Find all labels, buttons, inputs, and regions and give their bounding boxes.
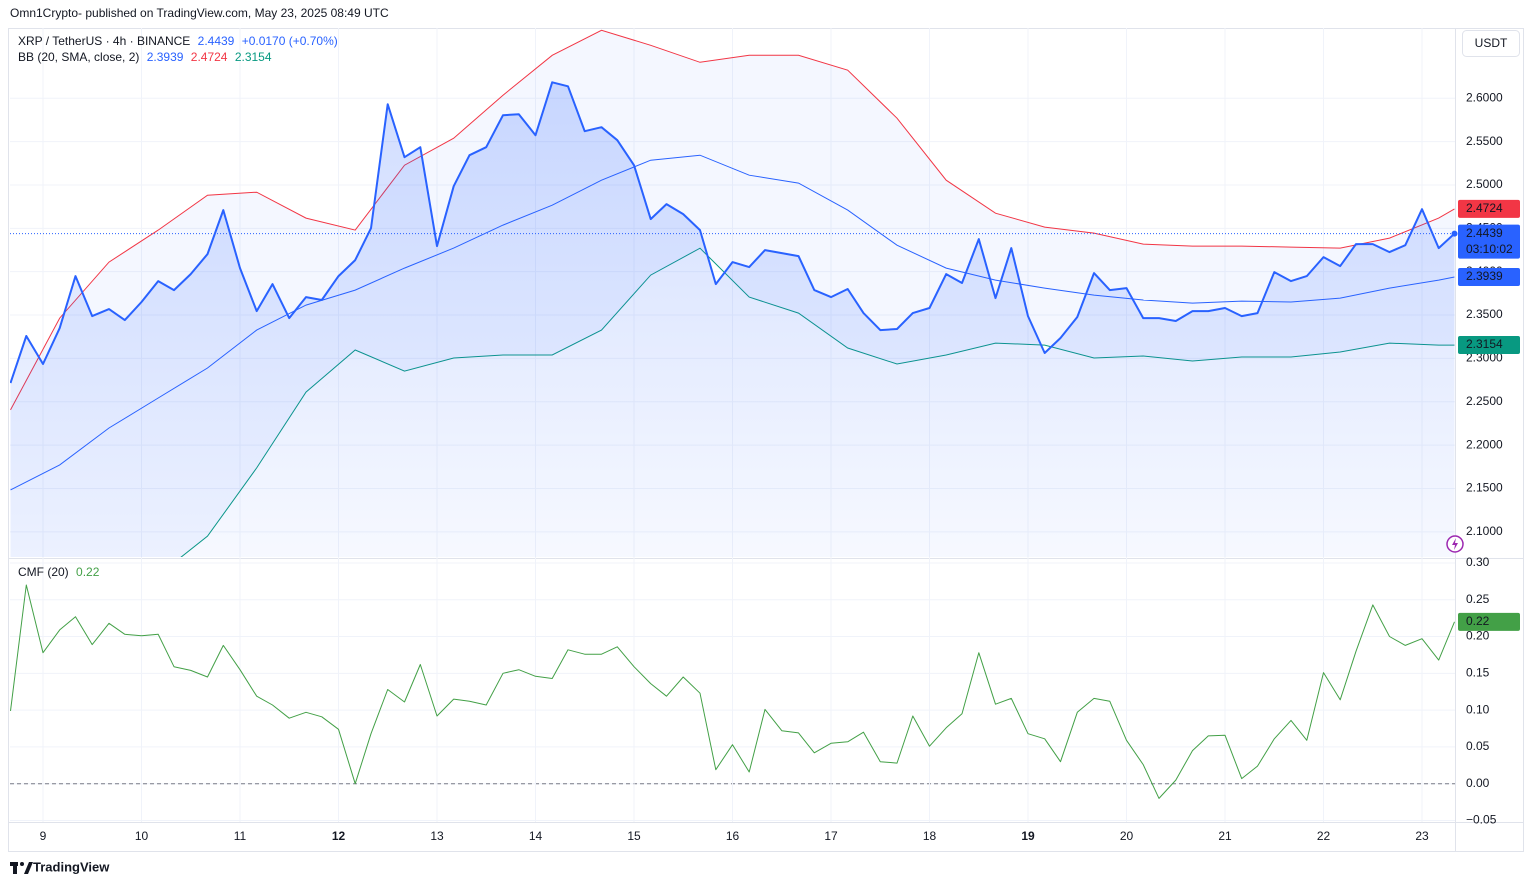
alert-bolt <box>1452 538 1458 550</box>
x-tick-label: 11 <box>234 829 247 843</box>
bb-legend: BB (20, SMA, close, 2) 2.3939 2.4724 2.3… <box>18 50 272 64</box>
y-tick-label: 0.20 <box>1466 629 1490 643</box>
x-tick-label: 13 <box>430 829 444 843</box>
bb-basis-value: 2.3939 <box>147 50 184 64</box>
x-tick-label: 10 <box>135 829 149 843</box>
x-tick-label: 16 <box>726 829 740 843</box>
published-note: Omn1Crypto- published on TradingView.com… <box>10 6 389 20</box>
price-badge-label: 0.22 <box>1466 614 1490 628</box>
cmf-value: 0.22 <box>76 565 100 579</box>
currency-label[interactable]: USDT <box>1475 36 1508 50</box>
currency-button[interactable] <box>1462 30 1520 57</box>
x-tick-label: 15 <box>627 829 641 843</box>
price-badge-label: 2.4724 <box>1466 201 1503 215</box>
x-tick-label: 17 <box>824 829 838 843</box>
band-upper-line <box>10 29 1455 411</box>
y-tick-label: 2.5500 <box>1466 134 1503 148</box>
price-badge <box>1458 224 1520 259</box>
chart-frame <box>8 28 1524 852</box>
y-tick-label: −0.05 <box>1466 813 1497 827</box>
cmf-name: CMF (20) <box>18 565 69 579</box>
last-point <box>1451 230 1458 237</box>
bb-name: BB (20, SMA, close, 2) <box>18 50 139 64</box>
price-badge <box>1458 199 1520 218</box>
series-line <box>10 81 1455 384</box>
y-tick-label: 2.2000 <box>1466 437 1503 451</box>
price-change: +0.0170 (+0.70%) <box>242 34 338 48</box>
brand-name: TradingView <box>33 859 110 874</box>
y-tick-label: 2.1000 <box>1466 524 1503 538</box>
x-tick-label: 9 <box>40 829 47 843</box>
x-tick-label: 22 <box>1317 829 1331 843</box>
x-tick-label: 19 <box>1021 829 1035 843</box>
y-tick-label: 2.6000 <box>1466 90 1503 104</box>
series-line <box>10 584 1455 799</box>
price-badge <box>1458 612 1520 631</box>
brand-logo <box>10 862 33 874</box>
cmf-legend: CMF (20) 0.22 <box>18 565 100 579</box>
x-tick-label: 12 <box>332 829 346 843</box>
bb-upper-value: 2.4724 <box>191 50 228 64</box>
y-tick-label: 2.2500 <box>1466 394 1503 408</box>
price-badge <box>1458 336 1520 355</box>
x-tick-label: 21 <box>1218 829 1232 843</box>
x-tick-label: 23 <box>1415 829 1429 843</box>
price-badge-label: 2.3939 <box>1466 269 1503 283</box>
symbol-legend: XRP / TetherUS · 4h · BINANCE 2.4439 +0.… <box>18 34 338 48</box>
y-tick-label: 2.1500 <box>1466 481 1503 495</box>
y-tick-label: 2.3500 <box>1466 307 1503 321</box>
y-tick-label: 0.10 <box>1466 702 1490 716</box>
y-tick-label: 2.5000 <box>1466 177 1503 191</box>
y-tick-label: 0.00 <box>1466 776 1490 790</box>
price-area <box>10 82 1455 557</box>
price-badge <box>1458 267 1520 286</box>
y-tick-label: 2.3000 <box>1466 351 1503 365</box>
x-tick-label: 14 <box>529 829 543 843</box>
y-tick-label: 0.25 <box>1466 592 1490 606</box>
last-price: 2.4439 <box>198 34 235 48</box>
x-tick-label: 20 <box>1120 829 1134 843</box>
symbol-name: XRP / TetherUS · 4h · BINANCE <box>18 34 190 48</box>
y-tick-label: 0.15 <box>1466 666 1490 680</box>
y-tick-label: 0.30 <box>1466 555 1490 569</box>
countdown-label: 03:10:02 <box>1466 242 1513 256</box>
y-tick-label: 0.05 <box>1466 739 1490 753</box>
price-badge-label: 2.4439 <box>1466 226 1503 240</box>
bb-lower-value: 2.3154 <box>235 50 272 64</box>
price-badge-label: 2.3154 <box>1466 337 1503 351</box>
x-tick-label: 18 <box>923 829 937 843</box>
